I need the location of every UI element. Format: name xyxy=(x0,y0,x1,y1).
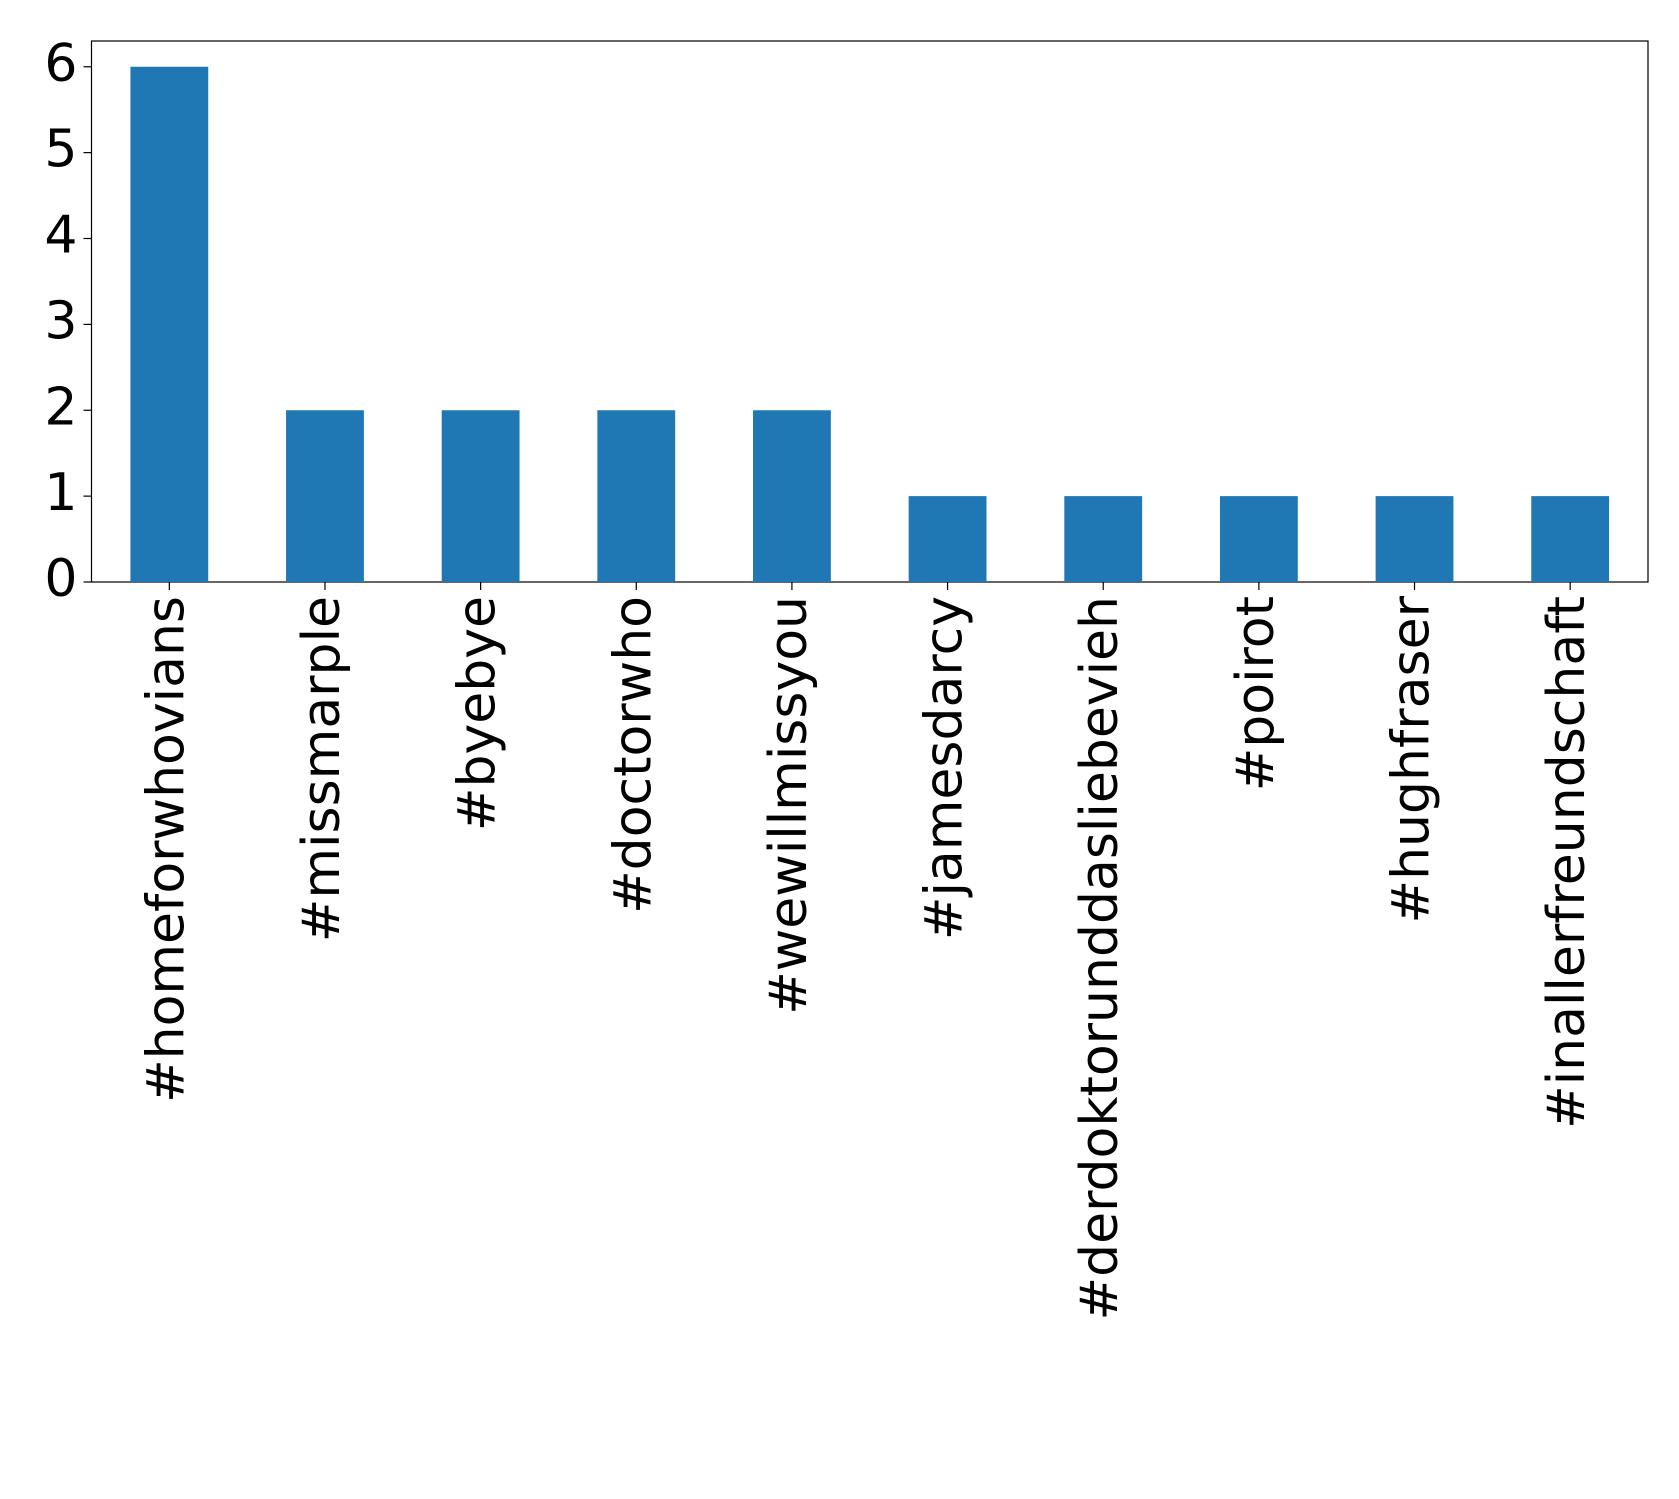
bar xyxy=(1219,496,1298,582)
y-tick-label: 6 xyxy=(44,34,77,94)
y-tick-label: 4 xyxy=(44,206,77,266)
x-tick-label: #derdoktorunddasliebevieh xyxy=(1070,596,1130,1321)
y-tick-label: 5 xyxy=(44,120,77,180)
y-tick-label: 2 xyxy=(44,377,77,437)
bar xyxy=(753,410,831,582)
y-tick-label: 1 xyxy=(44,463,77,523)
plot-frame xyxy=(90,40,1649,583)
bar xyxy=(1531,496,1610,582)
bar xyxy=(597,410,676,582)
bar xyxy=(441,410,520,582)
bar xyxy=(286,410,364,582)
bar xyxy=(908,496,987,582)
x-tick-label: #inallerfreundschaft xyxy=(1537,596,1597,1129)
x-tick-label: #missmarple xyxy=(292,596,352,942)
x-tick-label: #hughfraser xyxy=(1382,595,1442,923)
x-tick-label: #byebye xyxy=(448,596,508,831)
x-tick-label: #wewillmissyou xyxy=(759,596,819,1015)
bar xyxy=(130,66,209,582)
x-tick-label: #jamesdarcy xyxy=(915,596,975,940)
x-tick-label: #doctorwho xyxy=(603,596,663,914)
x-tick-label: #poirot xyxy=(1226,596,1286,791)
bar xyxy=(1375,496,1454,582)
x-tick-label: #homeforwhovians xyxy=(136,596,196,1103)
bar xyxy=(1064,496,1143,582)
y-tick-label: 3 xyxy=(44,291,77,351)
y-tick-label: 0 xyxy=(44,549,77,609)
